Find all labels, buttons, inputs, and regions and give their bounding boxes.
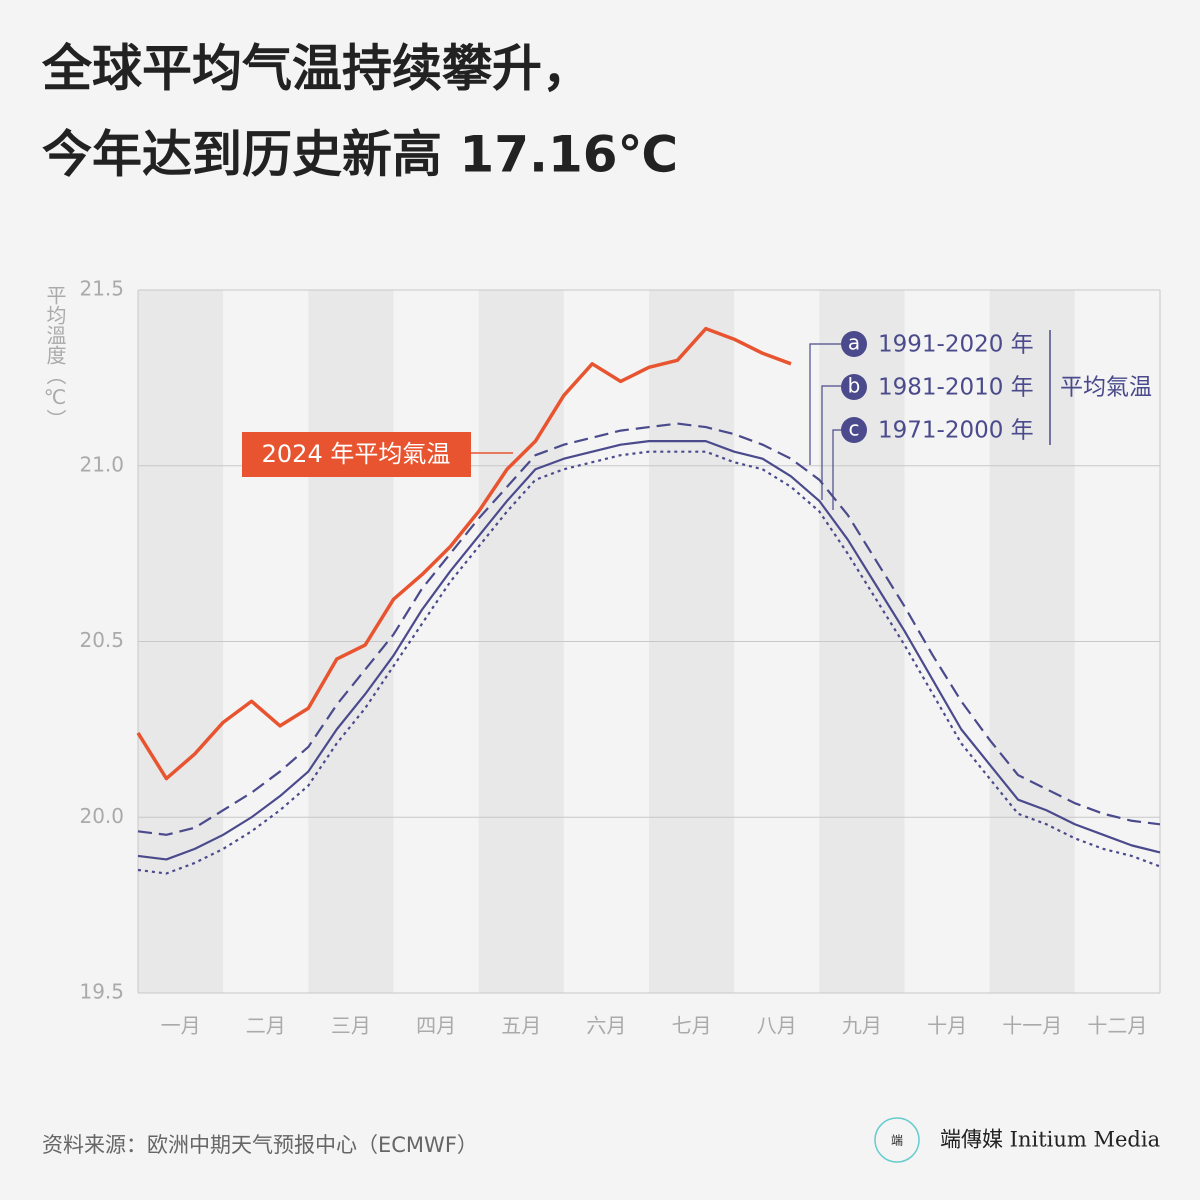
x-tick-label: 六月 [586,1014,626,1038]
series-line [137,450,1161,875]
y-tick-label: 21.5 [79,277,124,301]
source: 资料来源：欧洲中期天气预报中心（ECMWF） [42,1133,478,1157]
legend-badge-letter: c [849,417,860,441]
legend-label: 1981-2010 年 [878,375,1034,401]
series-label-box [242,432,471,477]
chart-title: 今年达到历史新高 17.16℃ [42,126,678,184]
x-tick-label: 八月 [757,1014,797,1038]
x-tick-label: 五月 [501,1014,541,1038]
legend-badge [841,374,867,400]
legend-badge [841,331,867,357]
leader-line [832,429,841,510]
y-axis-title: 平均溫度（℃） [43,285,67,429]
legend-label: 1991-2020 年 [878,332,1034,358]
legend-label: 1971-2000 年 [878,418,1034,444]
chart-title: 全球平均气温持续攀升， [41,40,592,98]
legend-badge [841,417,867,443]
series-line [137,440,1161,861]
logo-mark: 端 [891,1134,903,1148]
x-tick-label: 二月 [246,1014,286,1038]
x-tick-label: 十一月 [1002,1014,1062,1038]
x-tick-label: 四月 [416,1014,456,1038]
x-tick-label: 十月 [927,1014,967,1038]
grid [137,289,1161,994]
legend-title: 平均氣温 [1060,375,1152,401]
y-tick-label: 19.5 [79,980,124,1004]
series-label: 2024 年平均氣温 [262,440,451,468]
y-tick-label: 20.5 [79,628,124,652]
legend-badge-letter: a [848,331,860,355]
x-tick-label: 九月 [842,1014,882,1038]
y-tick-label: 20.0 [79,804,124,828]
x-tick-label: 七月 [672,1014,712,1038]
x-tick-label: 三月 [331,1014,371,1038]
series-line [137,422,1161,836]
legend-badge-letter: b [848,374,861,398]
leader-line [821,385,841,500]
x-tick-label: 十二月 [1087,1014,1147,1038]
lines [136,326,1161,875]
x-tick-label: 一月 [161,1014,201,1038]
y-tick-label: 21.0 [79,452,124,476]
legend: a 1991-2020 年 b 1981-2010 年 c 1971-2000 年 [841,331,1034,444]
series-line [136,326,792,781]
brand: 端傳媒 Initium Media [940,1128,1160,1152]
leader-line [809,343,841,465]
logo [874,1117,920,1163]
